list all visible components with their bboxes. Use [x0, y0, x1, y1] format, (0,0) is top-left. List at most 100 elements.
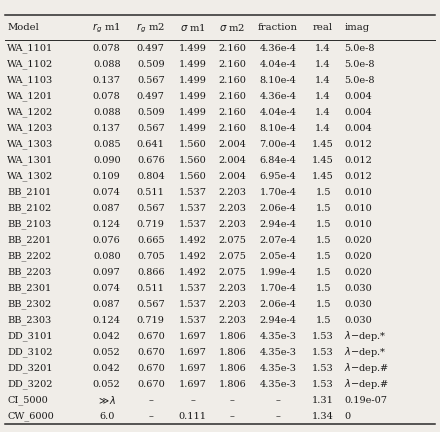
Text: 2.203: 2.203 — [218, 316, 246, 325]
Text: $\lambda$−dep.*: $\lambda$−dep.* — [344, 345, 387, 359]
Text: 0.670: 0.670 — [137, 364, 165, 373]
Text: 0.866: 0.866 — [137, 268, 165, 277]
Text: 1.5: 1.5 — [315, 204, 331, 213]
Text: 2.06e-4: 2.06e-4 — [260, 300, 297, 309]
Text: 6.84e-4: 6.84e-4 — [260, 156, 297, 165]
Text: 0.012: 0.012 — [344, 140, 372, 149]
Text: 2.203: 2.203 — [218, 204, 246, 213]
Text: BB_2301: BB_2301 — [7, 283, 51, 293]
Text: Model: Model — [7, 23, 39, 32]
Text: 1.806: 1.806 — [219, 364, 246, 373]
Text: 1.70e-4: 1.70e-4 — [260, 188, 297, 197]
Text: 2.075: 2.075 — [218, 268, 246, 277]
Text: 1.697: 1.697 — [179, 348, 206, 357]
Text: 1.5: 1.5 — [315, 316, 331, 325]
Text: 1.499: 1.499 — [179, 92, 206, 101]
Text: real: real — [313, 23, 333, 32]
Text: 0.030: 0.030 — [344, 316, 372, 325]
Text: 2.203: 2.203 — [218, 300, 246, 309]
Text: WA_1203: WA_1203 — [7, 124, 53, 133]
Text: 1.53: 1.53 — [312, 364, 334, 373]
Text: 0.567: 0.567 — [137, 124, 165, 133]
Text: 0.010: 0.010 — [344, 220, 372, 229]
Text: WA_1303: WA_1303 — [7, 140, 53, 149]
Text: 1.45: 1.45 — [312, 172, 334, 181]
Text: 1.4: 1.4 — [315, 60, 331, 69]
Text: 2.94e-4: 2.94e-4 — [260, 316, 297, 325]
Text: 0.497: 0.497 — [137, 92, 165, 101]
Text: 0.124: 0.124 — [93, 316, 121, 325]
Text: 1.537: 1.537 — [179, 300, 207, 309]
Text: 0.567: 0.567 — [137, 300, 165, 309]
Text: 5.0e-8: 5.0e-8 — [344, 76, 374, 85]
Text: 1.99e-4: 1.99e-4 — [260, 268, 297, 277]
Text: 2.06e-4: 2.06e-4 — [260, 204, 297, 213]
Text: 0.010: 0.010 — [344, 204, 372, 213]
Text: 0.509: 0.509 — [137, 108, 165, 117]
Text: 0.080: 0.080 — [93, 252, 121, 261]
Text: DD_3201: DD_3201 — [7, 363, 52, 373]
Text: 0.004: 0.004 — [344, 92, 372, 101]
Text: 0.088: 0.088 — [93, 108, 121, 117]
Text: 0.074: 0.074 — [93, 188, 121, 197]
Text: 0.074: 0.074 — [93, 284, 121, 293]
Text: 0.085: 0.085 — [93, 140, 121, 149]
Text: 1.5: 1.5 — [315, 252, 331, 261]
Text: DD_3102: DD_3102 — [7, 347, 52, 357]
Text: 1.560: 1.560 — [179, 172, 206, 181]
Text: 4.04e-4: 4.04e-4 — [260, 60, 297, 69]
Text: 0.087: 0.087 — [93, 300, 121, 309]
Text: 2.004: 2.004 — [218, 156, 246, 165]
Text: 0.670: 0.670 — [137, 380, 165, 389]
Text: WA_1101: WA_1101 — [7, 44, 53, 53]
Text: $\lambda$−dep.*: $\lambda$−dep.* — [344, 329, 387, 343]
Text: BB_2303: BB_2303 — [7, 315, 51, 325]
Text: 1.492: 1.492 — [179, 268, 207, 277]
Text: –: – — [148, 396, 153, 405]
Text: 0.020: 0.020 — [344, 268, 372, 277]
Text: 2.05e-4: 2.05e-4 — [260, 252, 297, 261]
Text: 5.0e-8: 5.0e-8 — [344, 60, 374, 69]
Text: 0.004: 0.004 — [344, 108, 372, 117]
Text: DD_3101: DD_3101 — [7, 331, 52, 341]
Text: 1.5: 1.5 — [315, 268, 331, 277]
Text: 0.511: 0.511 — [137, 284, 165, 293]
Text: 1.4: 1.4 — [315, 108, 331, 117]
Text: 4.36e-4: 4.36e-4 — [260, 44, 297, 53]
Text: 0.078: 0.078 — [93, 44, 121, 53]
Text: 2.075: 2.075 — [218, 252, 246, 261]
Text: 0.124: 0.124 — [93, 220, 121, 229]
Text: –: – — [275, 396, 280, 405]
Text: 4.35e-3: 4.35e-3 — [260, 332, 297, 341]
Text: 0.042: 0.042 — [93, 364, 121, 373]
Text: 0.012: 0.012 — [344, 156, 372, 165]
Text: 1.499: 1.499 — [179, 124, 206, 133]
Text: fraction: fraction — [258, 23, 298, 32]
Text: 2.160: 2.160 — [218, 124, 246, 133]
Text: BB_2202: BB_2202 — [7, 251, 51, 261]
Text: 0.137: 0.137 — [93, 124, 121, 133]
Text: –: – — [148, 412, 153, 421]
Text: 4.35e-3: 4.35e-3 — [260, 348, 297, 357]
Text: 1.499: 1.499 — [179, 76, 206, 85]
Text: 4.04e-4: 4.04e-4 — [260, 108, 297, 117]
Text: 2.203: 2.203 — [218, 220, 246, 229]
Text: 1.5: 1.5 — [315, 300, 331, 309]
Text: BB_2302: BB_2302 — [7, 299, 51, 309]
Text: imag: imag — [344, 23, 369, 32]
Text: 4.36e-4: 4.36e-4 — [260, 92, 297, 101]
Text: $\gg\!\lambda$: $\gg\!\lambda$ — [97, 394, 116, 406]
Text: 1.697: 1.697 — [179, 332, 206, 341]
Text: 1.53: 1.53 — [312, 380, 334, 389]
Text: 1.5: 1.5 — [315, 236, 331, 245]
Text: 0.705: 0.705 — [137, 252, 165, 261]
Text: 0.676: 0.676 — [137, 156, 165, 165]
Text: 2.07e-4: 2.07e-4 — [260, 236, 297, 245]
Text: $\lambda$−dep.#: $\lambda$−dep.# — [344, 361, 389, 375]
Text: 2.203: 2.203 — [218, 284, 246, 293]
Text: 1.537: 1.537 — [179, 284, 207, 293]
Text: 0.012: 0.012 — [344, 172, 372, 181]
Text: $r_g$ m1: $r_g$ m1 — [92, 21, 121, 35]
Text: 0.497: 0.497 — [137, 44, 165, 53]
Text: 0.665: 0.665 — [137, 236, 165, 245]
